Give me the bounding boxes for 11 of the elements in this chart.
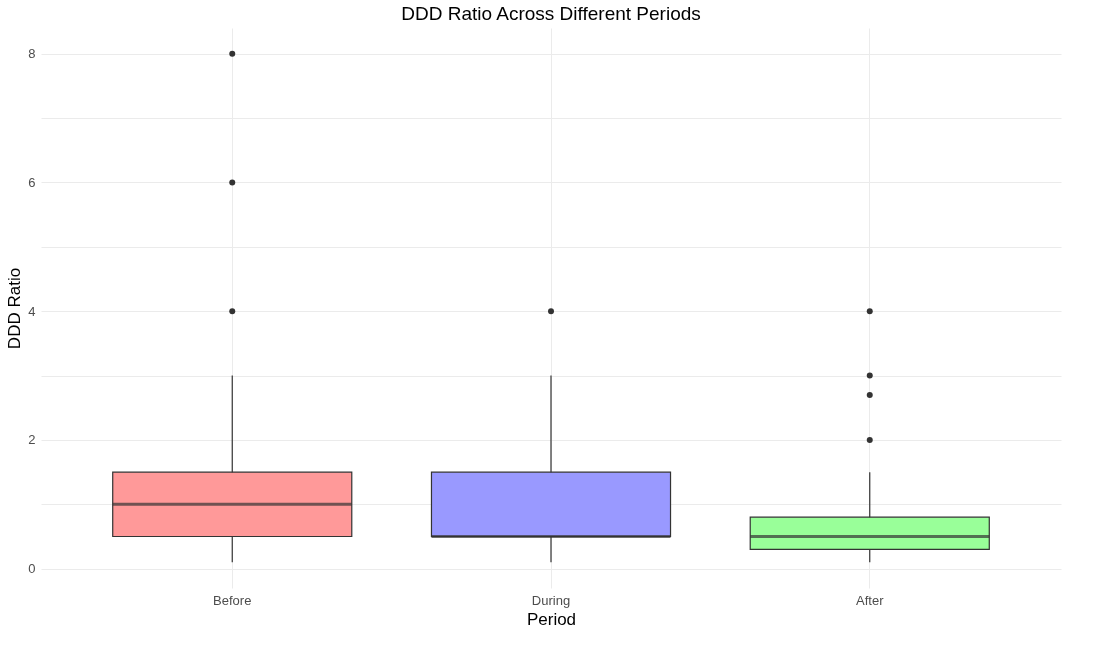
x-tick-label: After [856,592,885,608]
y-axis-title: DDD Ratio [5,267,25,350]
y-tick-label: 6 [28,174,36,190]
x-tick-label: During [531,592,571,608]
x-tick-label: Before [213,592,252,608]
y-tick-label: 8 [28,46,36,62]
y-tick-label: 4 [28,303,36,319]
y-tick-label: 2 [28,432,36,448]
x-axis-title: Period [526,609,577,629]
y-tick-label: 0 [28,561,36,577]
chart-title: DDD Ratio Across Different Periods [401,3,701,24]
